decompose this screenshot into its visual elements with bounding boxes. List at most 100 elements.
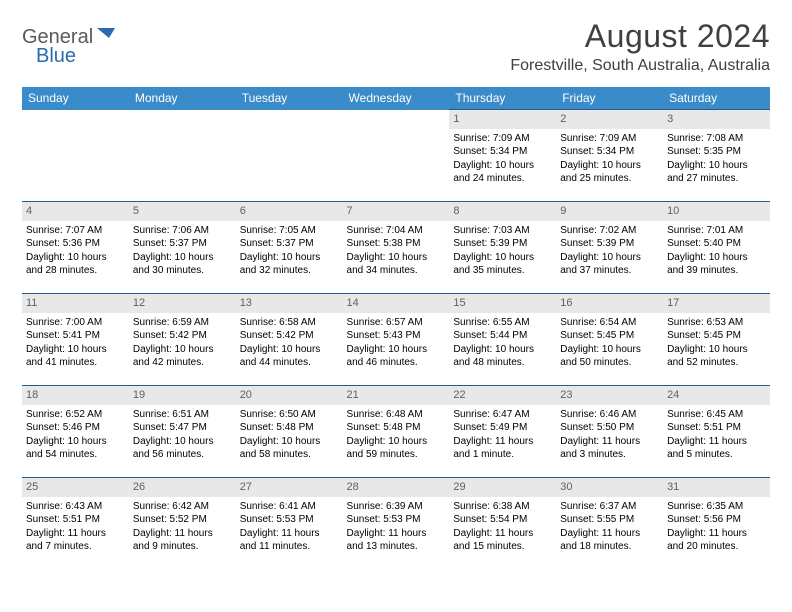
- day-info-line: and 1 minute.: [453, 448, 552, 462]
- day-header: Monday: [129, 87, 236, 110]
- day-info-line: Daylight: 10 hours: [240, 251, 339, 265]
- calendar-cell: 4Sunrise: 7:07 AMSunset: 5:36 PMDaylight…: [22, 202, 129, 294]
- day-info-line: Sunrise: 6:52 AM: [26, 408, 125, 422]
- day-number: 1: [449, 110, 556, 129]
- location-text: Forestville, South Australia, Australia: [510, 57, 770, 75]
- day-info-line: Daylight: 10 hours: [667, 343, 766, 357]
- day-header: Tuesday: [236, 87, 343, 110]
- day-info-line: and 35 minutes.: [453, 264, 552, 278]
- day-info-line: and 59 minutes.: [347, 448, 446, 462]
- day-info-line: Sunset: 5:37 PM: [133, 237, 232, 251]
- day-info-line: Sunrise: 7:03 AM: [453, 224, 552, 238]
- day-info-line: Sunrise: 6:50 AM: [240, 408, 339, 422]
- logo-word2: Blue: [36, 45, 76, 67]
- day-info-line: Sunset: 5:53 PM: [240, 513, 339, 527]
- day-info-line: and 24 minutes.: [453, 172, 552, 186]
- day-info-line: and 3 minutes.: [560, 448, 659, 462]
- day-info-line: Daylight: 10 hours: [133, 251, 232, 265]
- day-info-line: and 7 minutes.: [26, 540, 125, 554]
- day-number: 14: [343, 294, 450, 313]
- day-number: 11: [22, 294, 129, 313]
- day-info-line: and 48 minutes.: [453, 356, 552, 370]
- calendar-cell: [129, 110, 236, 202]
- calendar-cell: [236, 110, 343, 202]
- day-info-line: Daylight: 11 hours: [667, 435, 766, 449]
- day-info-line: and 50 minutes.: [560, 356, 659, 370]
- day-info-line: Sunrise: 6:42 AM: [133, 500, 232, 514]
- day-info-line: and 52 minutes.: [667, 356, 766, 370]
- day-info-line: and 18 minutes.: [560, 540, 659, 554]
- day-info-line: Sunrise: 7:09 AM: [453, 132, 552, 146]
- day-info-line: and 20 minutes.: [667, 540, 766, 554]
- day-number: 16: [556, 294, 663, 313]
- calendar-row: 1Sunrise: 7:09 AMSunset: 5:34 PMDaylight…: [22, 110, 770, 202]
- day-info-line: Daylight: 11 hours: [453, 435, 552, 449]
- day-info-line: Sunrise: 7:01 AM: [667, 224, 766, 238]
- day-info-line: Sunset: 5:43 PM: [347, 329, 446, 343]
- day-info-line: Sunrise: 7:07 AM: [26, 224, 125, 238]
- day-number: 31: [663, 478, 770, 497]
- day-info-line: Sunset: 5:36 PM: [26, 237, 125, 251]
- day-info-line: Sunrise: 7:06 AM: [133, 224, 232, 238]
- day-info-line: and 44 minutes.: [240, 356, 339, 370]
- calendar-cell: 1Sunrise: 7:09 AMSunset: 5:34 PMDaylight…: [449, 110, 556, 202]
- day-info-line: Daylight: 10 hours: [240, 435, 339, 449]
- calendar-cell: 19Sunrise: 6:51 AMSunset: 5:47 PMDayligh…: [129, 386, 236, 478]
- day-info-line: and 15 minutes.: [453, 540, 552, 554]
- calendar-cell: 20Sunrise: 6:50 AMSunset: 5:48 PMDayligh…: [236, 386, 343, 478]
- calendar-cell: 22Sunrise: 6:47 AMSunset: 5:49 PMDayligh…: [449, 386, 556, 478]
- month-title: August 2024: [510, 18, 770, 55]
- calendar-cell: [22, 110, 129, 202]
- day-info-line: Sunrise: 6:53 AM: [667, 316, 766, 330]
- day-info-line: Sunset: 5:44 PM: [453, 329, 552, 343]
- day-info-line: Sunrise: 6:43 AM: [26, 500, 125, 514]
- day-info-line: Daylight: 10 hours: [26, 343, 125, 357]
- day-number: 4: [22, 202, 129, 221]
- day-info-line: Sunset: 5:39 PM: [560, 237, 659, 251]
- day-number: 3: [663, 110, 770, 129]
- day-number: 2: [556, 110, 663, 129]
- day-info-line: Sunset: 5:54 PM: [453, 513, 552, 527]
- day-info-line: Sunset: 5:49 PM: [453, 421, 552, 435]
- day-info-line: Daylight: 11 hours: [26, 527, 125, 541]
- logo-line2: Blue: [36, 45, 76, 68]
- day-info-line: Sunset: 5:39 PM: [453, 237, 552, 251]
- day-number: 6: [236, 202, 343, 221]
- day-info-line: Daylight: 11 hours: [453, 527, 552, 541]
- day-info-line: Sunset: 5:52 PM: [133, 513, 232, 527]
- day-number: 29: [449, 478, 556, 497]
- calendar-cell: 2Sunrise: 7:09 AMSunset: 5:34 PMDaylight…: [556, 110, 663, 202]
- day-info-line: Sunrise: 6:38 AM: [453, 500, 552, 514]
- day-info-line: Sunrise: 6:45 AM: [667, 408, 766, 422]
- day-number: 8: [449, 202, 556, 221]
- day-info-line: Sunrise: 7:09 AM: [560, 132, 659, 146]
- calendar-cell: 11Sunrise: 7:00 AMSunset: 5:41 PMDayligh…: [22, 294, 129, 386]
- day-info-line: and 9 minutes.: [133, 540, 232, 554]
- day-info-line: Sunrise: 7:08 AM: [667, 132, 766, 146]
- day-info-line: Sunset: 5:42 PM: [240, 329, 339, 343]
- day-info-line: Daylight: 11 hours: [240, 527, 339, 541]
- day-info-line: Sunrise: 6:59 AM: [133, 316, 232, 330]
- calendar-table: SundayMondayTuesdayWednesdayThursdayFrid…: [22, 87, 770, 570]
- calendar-cell: 30Sunrise: 6:37 AMSunset: 5:55 PMDayligh…: [556, 478, 663, 570]
- day-info-line: and 42 minutes.: [133, 356, 232, 370]
- day-number: 15: [449, 294, 556, 313]
- day-info-line: Sunset: 5:47 PM: [133, 421, 232, 435]
- day-number: 13: [236, 294, 343, 313]
- day-number: 21: [343, 386, 450, 405]
- day-info-line: Sunrise: 6:58 AM: [240, 316, 339, 330]
- day-number: 28: [343, 478, 450, 497]
- calendar-cell: 7Sunrise: 7:04 AMSunset: 5:38 PMDaylight…: [343, 202, 450, 294]
- day-info-line: Daylight: 11 hours: [560, 435, 659, 449]
- day-info-line: and 11 minutes.: [240, 540, 339, 554]
- calendar-cell: 13Sunrise: 6:58 AMSunset: 5:42 PMDayligh…: [236, 294, 343, 386]
- day-info-line: Sunset: 5:45 PM: [667, 329, 766, 343]
- day-info-line: Daylight: 10 hours: [347, 343, 446, 357]
- day-info-line: Daylight: 10 hours: [133, 435, 232, 449]
- day-info-line: Sunset: 5:53 PM: [347, 513, 446, 527]
- day-info-line: and 39 minutes.: [667, 264, 766, 278]
- day-info-line: Daylight: 10 hours: [133, 343, 232, 357]
- day-number: 12: [129, 294, 236, 313]
- day-header: Sunday: [22, 87, 129, 110]
- day-info-line: Daylight: 10 hours: [453, 159, 552, 173]
